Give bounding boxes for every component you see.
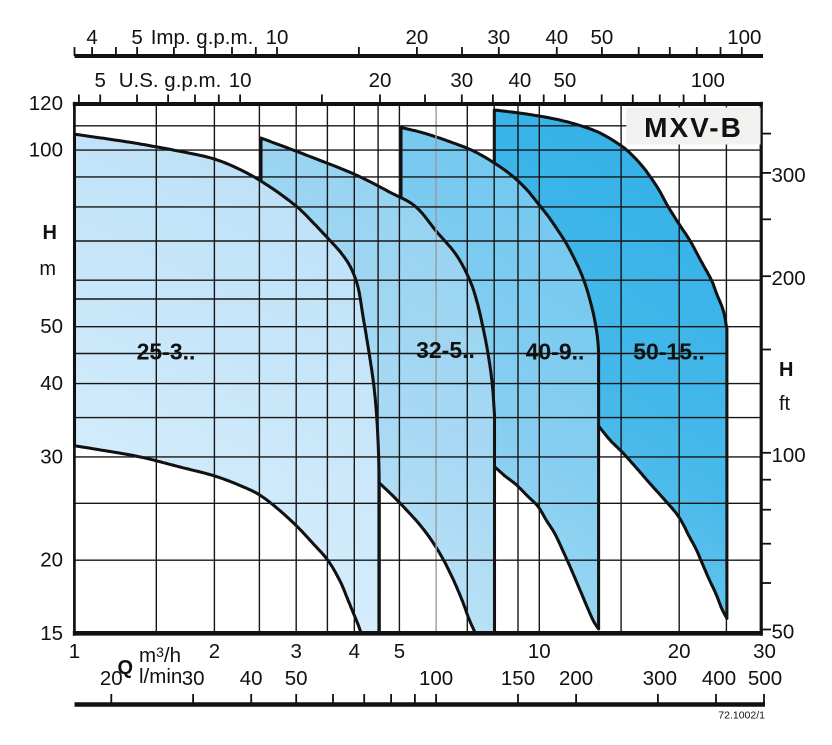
svg-text:25-3..: 25-3..	[137, 339, 196, 365]
svg-text:72.1002/1: 72.1002/1	[718, 710, 765, 722]
svg-text:30: 30	[40, 445, 63, 468]
svg-text:400: 400	[702, 667, 736, 690]
svg-text:50: 50	[772, 621, 795, 644]
svg-text:30: 30	[487, 26, 510, 49]
svg-text:H: H	[779, 359, 793, 381]
svg-text:H: H	[43, 222, 57, 244]
svg-text:m3/h: m3/h	[139, 644, 181, 667]
svg-text:300: 300	[772, 164, 806, 187]
svg-text:l/min: l/min	[139, 665, 182, 688]
svg-text:500: 500	[748, 667, 782, 690]
svg-text:50: 50	[553, 69, 576, 92]
svg-text:10: 10	[266, 26, 289, 49]
svg-text:m: m	[39, 258, 56, 280]
svg-text:32-5..: 32-5..	[416, 337, 475, 363]
svg-text:40-9..: 40-9..	[526, 339, 585, 365]
svg-text:20: 20	[369, 69, 392, 92]
svg-text:MXV-B: MXV-B	[644, 112, 743, 143]
svg-text:30: 30	[450, 69, 473, 92]
svg-text:5: 5	[131, 26, 142, 49]
svg-text:15: 15	[40, 622, 63, 645]
svg-text:40: 40	[545, 26, 568, 49]
svg-text:200: 200	[559, 667, 593, 690]
svg-text:3: 3	[290, 640, 301, 663]
svg-text:4: 4	[86, 26, 97, 49]
svg-text:100: 100	[691, 69, 725, 92]
svg-text:100: 100	[29, 139, 63, 162]
svg-text:300: 300	[643, 667, 677, 690]
svg-text:20: 20	[40, 549, 63, 572]
svg-text:100: 100	[419, 667, 453, 690]
svg-text:U.S. g.p.m.: U.S. g.p.m.	[119, 69, 222, 92]
svg-text:ft: ft	[779, 393, 791, 415]
svg-text:40: 40	[508, 69, 531, 92]
svg-text:50-15..: 50-15..	[633, 339, 705, 365]
svg-text:10: 10	[528, 640, 551, 663]
svg-text:50: 50	[590, 26, 613, 49]
svg-text:Imp. g.p.m.: Imp. g.p.m.	[151, 26, 254, 49]
svg-text:120: 120	[29, 92, 63, 115]
svg-text:20: 20	[668, 640, 691, 663]
svg-text:1: 1	[69, 640, 80, 663]
svg-text:50: 50	[40, 315, 63, 338]
svg-text:10: 10	[229, 69, 252, 92]
svg-text:200: 200	[772, 267, 806, 290]
svg-text:30: 30	[753, 640, 776, 663]
svg-text:4: 4	[349, 640, 360, 663]
svg-text:40: 40	[240, 667, 263, 690]
svg-text:2: 2	[209, 640, 220, 663]
svg-text:100: 100	[772, 444, 806, 467]
svg-text:5: 5	[394, 640, 405, 663]
svg-text:100: 100	[727, 26, 761, 49]
svg-text:20: 20	[405, 26, 428, 49]
svg-text:50: 50	[285, 667, 308, 690]
svg-text:Q: Q	[117, 657, 133, 679]
svg-text:20: 20	[100, 667, 123, 690]
svg-text:150: 150	[501, 667, 535, 690]
svg-text:40: 40	[40, 372, 63, 395]
svg-text:30: 30	[182, 667, 205, 690]
svg-text:5: 5	[94, 69, 105, 92]
